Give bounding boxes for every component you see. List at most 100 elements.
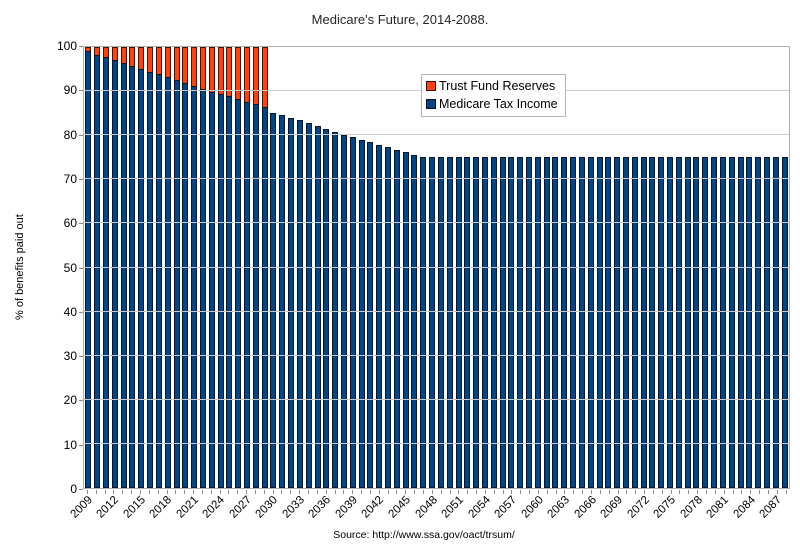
x-tick-label-2009: 2009	[68, 494, 95, 521]
segment-medicare-tax-income	[631, 157, 638, 488]
segment-medicare-tax-income	[182, 83, 189, 488]
segment-trust-fund-reserves	[120, 47, 127, 63]
bar-2071	[631, 47, 638, 488]
x-tick-mark	[476, 490, 478, 494]
segment-medicare-tax-income	[534, 157, 541, 488]
bar-slot-2035	[313, 47, 322, 488]
segment-medicare-tax-income	[437, 157, 444, 488]
bar-slot-2019	[172, 47, 181, 488]
segment-medicare-tax-income	[490, 157, 497, 488]
bar-slot-2016	[146, 47, 155, 488]
bar-2052	[464, 47, 471, 488]
x-tick-label-2072: 2072	[625, 494, 652, 521]
segment-trust-fund-reserves	[252, 47, 259, 105]
x-tick-slot	[658, 490, 667, 494]
bar-slot-2049	[437, 47, 446, 488]
x-tick-label-2048: 2048	[412, 494, 440, 521]
x-tick-slot	[366, 490, 375, 494]
segment-medicare-tax-income	[640, 157, 647, 488]
bar-slot-2009	[84, 47, 93, 488]
bar-slot-2047	[419, 47, 428, 488]
x-tick-slot	[331, 490, 340, 494]
x-tick-label-2027: 2027	[227, 494, 254, 521]
x-tick-mark	[299, 490, 301, 494]
bar-2055	[490, 47, 497, 488]
x-tick-slot	[118, 490, 127, 494]
x-tick-mark	[511, 490, 513, 494]
x-tick-mark	[254, 490, 256, 494]
segment-medicare-tax-income	[244, 101, 251, 488]
bar-2053	[473, 47, 480, 488]
x-tick-mark	[166, 490, 168, 494]
bar-2082	[728, 47, 735, 488]
x-tick-slot	[110, 490, 119, 494]
segment-medicare-tax-income	[208, 91, 215, 488]
bar-2051	[455, 47, 462, 488]
x-tick-label-2021: 2021	[174, 494, 201, 521]
x-tick-mark	[670, 490, 672, 494]
x-tick-mark	[246, 490, 248, 494]
bar-2081	[719, 47, 726, 488]
x-tick-mark	[95, 490, 97, 494]
bar-2083	[737, 47, 744, 488]
x-tick-mark	[316, 490, 318, 494]
y-tick-label-10: 10	[63, 437, 77, 452]
bar-slot-2085	[754, 47, 763, 488]
bar-slot-2046	[410, 47, 419, 488]
x-tick-label-2051: 2051	[439, 494, 467, 521]
bar-slot-2084	[745, 47, 754, 488]
bar-2062	[552, 47, 559, 488]
bar-2039	[349, 47, 356, 488]
x-tick-label-2018: 2018	[147, 494, 175, 521]
x-tick-mark	[582, 490, 584, 494]
trust-fund-color-swatch-icon	[426, 81, 436, 91]
x-tick-mark	[325, 490, 327, 494]
x-tick-mark	[626, 490, 628, 494]
x-tick-mark	[652, 490, 654, 494]
bar-slot-2061	[542, 47, 551, 488]
x-tick-mark	[458, 490, 460, 494]
x-tick-slot	[260, 490, 269, 494]
x-tick-slot	[313, 490, 322, 494]
x-tick-slot	[127, 490, 136, 494]
segment-trust-fund-reserves	[103, 47, 110, 58]
bar-2054	[481, 47, 488, 488]
bar-2013	[120, 47, 127, 488]
x-tick-mark	[414, 490, 416, 494]
bar-slot-2051	[454, 47, 463, 488]
bar-2033	[296, 47, 303, 488]
bar-slot-2045	[401, 47, 410, 488]
x-tick-slot	[676, 490, 685, 494]
segment-medicare-tax-income	[199, 88, 206, 488]
bar-2061	[543, 47, 550, 488]
x-tick-mark	[679, 490, 681, 494]
x-tick-mark	[537, 490, 539, 494]
x-tick-label-2054: 2054	[466, 494, 493, 521]
x-tick-label-2081: 2081	[704, 494, 732, 521]
bar-slot-2023	[207, 47, 216, 488]
bar-slot-2020	[181, 47, 190, 488]
bar-2017	[155, 47, 162, 488]
segment-trust-fund-reserves	[147, 47, 154, 72]
x-tick-slot	[437, 490, 446, 494]
segment-medicare-tax-income	[570, 157, 577, 488]
segment-medicare-tax-income	[296, 120, 303, 488]
gridline-60	[84, 222, 789, 224]
gridline-10	[84, 442, 789, 444]
bar-slot-2076	[674, 47, 683, 488]
segment-medicare-tax-income	[455, 157, 462, 488]
x-tick-slot	[720, 490, 729, 494]
segment-trust-fund-reserves	[182, 47, 189, 84]
x-tick-slot	[242, 490, 251, 494]
bar-slot-2048	[428, 47, 437, 488]
y-tick-label-50: 50	[63, 260, 77, 275]
legend: Trust Fund Reserves Medicare Tax Income	[421, 74, 566, 117]
x-tick-slot	[782, 490, 791, 494]
x-tick-slot	[481, 490, 490, 494]
x-tick-slot	[189, 490, 198, 494]
bar-2067	[596, 47, 603, 488]
x-tick-slot	[83, 490, 92, 494]
legend-label: Trust Fund Reserves	[439, 79, 556, 93]
plot-area	[83, 46, 790, 489]
